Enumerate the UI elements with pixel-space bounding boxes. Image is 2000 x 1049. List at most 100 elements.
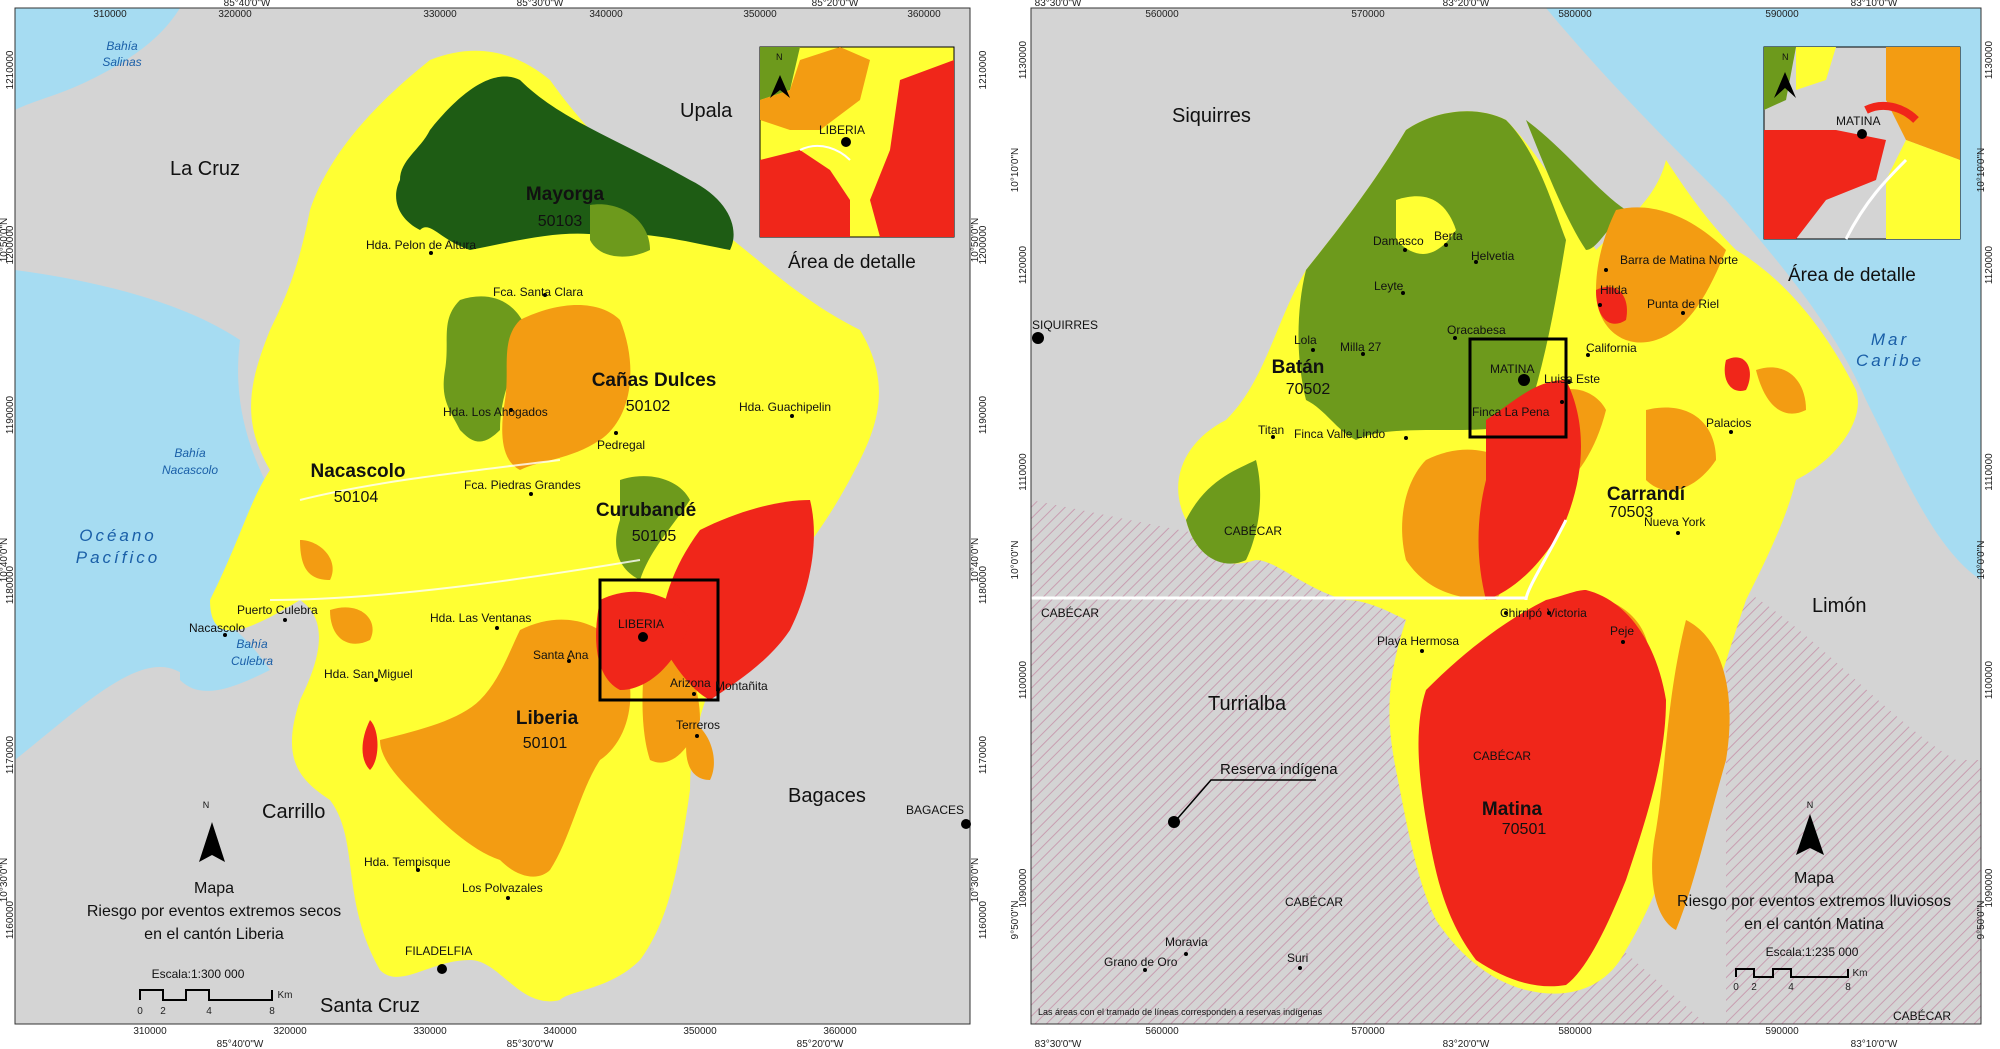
svg-text:1130000: 1130000 bbox=[1984, 40, 1995, 79]
bottom-meter-ticks: 310000 320000 330000 340000 350000 36000… bbox=[133, 1026, 857, 1037]
svg-text:Hda. Los Ahogados: Hda. Los Ahogados bbox=[443, 405, 548, 419]
svg-text:85°30'0"W: 85°30'0"W bbox=[517, 0, 564, 9]
north-arrow-icon: N bbox=[1796, 800, 1824, 855]
right-degree-ticks: 10°10'0"N 10°0'0"N 9°50'0"N bbox=[1976, 148, 1987, 940]
district-carrandi-name: Carrandí bbox=[1607, 484, 1686, 505]
svg-text:10°40'0"N: 10°40'0"N bbox=[970, 538, 981, 583]
svg-text:SIQUIRRES: SIQUIRRES bbox=[1032, 318, 1098, 332]
svg-text:590000: 590000 bbox=[1765, 1026, 1799, 1037]
svg-text:570000: 570000 bbox=[1351, 1026, 1385, 1037]
detail-area-box bbox=[598, 578, 720, 702]
svg-text:Berta: Berta bbox=[1434, 229, 1463, 243]
svg-text:Terreros: Terreros bbox=[676, 718, 720, 732]
svg-text:Punta de Riel: Punta de Riel bbox=[1647, 297, 1719, 311]
svg-text:1210000: 1210000 bbox=[5, 50, 16, 89]
svg-text:1120000: 1120000 bbox=[1018, 245, 1029, 284]
right-degree-ticks: 10°50'0"N 10°40'0"N 10°30'0"N bbox=[970, 218, 981, 903]
map-title-line-2: Riesgo por eventos extremos lluviosos bbox=[1677, 893, 1951, 910]
svg-text:10°30'0"N: 10°30'0"N bbox=[0, 858, 10, 903]
svg-text:CABÉCAR: CABÉCAR bbox=[1473, 748, 1531, 763]
neighbor-limon: Limón bbox=[1812, 595, 1866, 617]
district-matina-code: 70501 bbox=[1502, 821, 1547, 838]
pacific-water bbox=[15, 270, 300, 760]
svg-text:Puerto Culebra: Puerto Culebra bbox=[237, 603, 318, 617]
liberia-map: 310000 320000 330000 340000 350000 36000… bbox=[0, 0, 994, 1049]
svg-text:10°40'0"N: 10°40'0"N bbox=[0, 538, 10, 583]
batan-low-risk bbox=[1298, 111, 1566, 441]
left-degree-ticks: 10°10'0"N 10°0'0"N 9°50'0"N bbox=[1010, 148, 1021, 940]
svg-text:Nacascolo: Nacascolo bbox=[189, 621, 245, 635]
svg-text:83°20'0"W: 83°20'0"W bbox=[1443, 0, 1490, 9]
svg-text:Palacios: Palacios bbox=[1706, 416, 1751, 430]
very-high-risk-zone bbox=[1478, 380, 1581, 600]
top-degree-ticks: 85°40'0"W 85°30'0"W 85°20'0"W bbox=[224, 0, 859, 9]
detail-inset: MATINA N bbox=[1763, 46, 1961, 240]
svg-text:1090000: 1090000 bbox=[1984, 868, 1995, 907]
svg-text:Fca. Piedras Grandes: Fca. Piedras Grandes bbox=[464, 478, 581, 492]
svg-text:Nueva York: Nueva York bbox=[1644, 515, 1706, 529]
liberia-map-panel: 310000 320000 330000 340000 350000 36000… bbox=[0, 0, 994, 1049]
left-degree-ticks: 10°50'0"N 10°40'0"N 10°30'0"N bbox=[0, 218, 10, 903]
bottom-degree-ticks: 83°30'0"W 83°20'0"W 83°10'0"W bbox=[1035, 1039, 1898, 1049]
svg-text:1200000: 1200000 bbox=[978, 225, 989, 264]
svg-text:1130000: 1130000 bbox=[1018, 40, 1029, 79]
svg-text:N: N bbox=[1782, 52, 1789, 62]
svg-text:1190000: 1190000 bbox=[5, 395, 16, 434]
svg-text:560000: 560000 bbox=[1145, 1026, 1179, 1037]
svg-text:1210000: 1210000 bbox=[978, 50, 989, 89]
svg-text:Luisa Este: Luisa Este bbox=[1544, 372, 1600, 386]
svg-text:83°30'0"W: 83°30'0"W bbox=[1035, 0, 1082, 9]
svg-text:Suri: Suri bbox=[1287, 951, 1308, 965]
high-risk-zone bbox=[1596, 207, 1726, 343]
svg-text:1180000: 1180000 bbox=[5, 565, 16, 604]
neighbor-turrialba: Turrialba bbox=[1208, 693, 1287, 715]
svg-text:Titan: Titan bbox=[1258, 423, 1284, 437]
low-risk-zone bbox=[443, 296, 530, 442]
scale-bar: Escala:1:300 000 0 2 4 8 Km bbox=[137, 967, 292, 1017]
svg-text:Santa Ana: Santa Ana bbox=[533, 648, 589, 662]
svg-text:570000: 570000 bbox=[1351, 9, 1385, 20]
svg-text:Escala:1:235 000: Escala:1:235 000 bbox=[1766, 945, 1859, 959]
svg-text:Km: Km bbox=[278, 990, 293, 1001]
svg-text:Salinas: Salinas bbox=[102, 55, 141, 69]
svg-text:Hda. Guachipelin: Hda. Guachipelin bbox=[739, 400, 831, 414]
svg-text:Bahía: Bahía bbox=[236, 637, 268, 651]
svg-text:Escala:1:300 000: Escala:1:300 000 bbox=[152, 967, 245, 981]
svg-text:FILADELFIA: FILADELFIA bbox=[405, 944, 472, 958]
svg-text:N: N bbox=[203, 800, 210, 810]
svg-text:85°30'0"W: 85°30'0"W bbox=[507, 1039, 554, 1049]
svg-text:Caribe: Caribe bbox=[1856, 351, 1924, 370]
svg-text:BAGACES: BAGACES bbox=[906, 803, 964, 817]
top-meter-ticks: 560000 570000 580000 590000 bbox=[1145, 9, 1799, 20]
svg-text:10°0'0"N: 10°0'0"N bbox=[1010, 541, 1021, 580]
svg-text:CABÉCAR: CABÉCAR bbox=[1893, 1008, 1951, 1023]
north-arrow-icon: N bbox=[199, 800, 225, 862]
svg-text:310000: 310000 bbox=[133, 1026, 167, 1037]
scale-bar: Escala:1:235 000 0 2 4 8 Km bbox=[1733, 945, 1867, 993]
district-canas-dulces-name: Cañas Dulces bbox=[592, 370, 717, 391]
bahia-salinas-water bbox=[15, 8, 180, 110]
district-mayorga-name: Mayorga bbox=[526, 184, 605, 205]
svg-text:Bahía: Bahía bbox=[174, 446, 206, 460]
svg-text:1110000: 1110000 bbox=[1984, 453, 1995, 491]
svg-text:10°50'0"N: 10°50'0"N bbox=[0, 218, 10, 263]
district-nacascolo-name: Nacascolo bbox=[310, 461, 405, 482]
matina-map-panel: 560000 570000 580000 590000 83°30'0"W 83… bbox=[1006, 0, 2000, 1049]
svg-text:Hda. Tempisque: Hda. Tempisque bbox=[364, 855, 451, 869]
svg-text:320000: 320000 bbox=[273, 1026, 307, 1037]
svg-text:83°10'0"W: 83°10'0"W bbox=[1851, 1039, 1898, 1049]
svg-text:Fca. Santa Clara: Fca. Santa Clara bbox=[493, 285, 583, 299]
matina-map: 560000 570000 580000 590000 83°30'0"W 83… bbox=[1006, 0, 2000, 1049]
detail-inset: LIBERIA N bbox=[759, 46, 955, 238]
svg-text:Finca La Pena: Finca La Pena bbox=[1472, 405, 1550, 419]
svg-text:330000: 330000 bbox=[413, 1026, 447, 1037]
svg-text:Moravia: Moravia bbox=[1165, 935, 1208, 949]
svg-text:350000: 350000 bbox=[683, 1026, 717, 1037]
svg-text:Chirripó: Chirripó bbox=[1500, 606, 1542, 620]
reserva-indigena-callout: Reserva indígena bbox=[1168, 761, 1338, 828]
svg-text:Pedregal: Pedregal bbox=[597, 438, 645, 452]
district-curubande-name: Curubandé bbox=[596, 500, 696, 521]
svg-text:83°30'0"W: 83°30'0"W bbox=[1035, 1039, 1082, 1049]
svg-text:Finca Valle Lindo: Finca Valle Lindo bbox=[1294, 427, 1385, 441]
detail-area-label: Área de detalle bbox=[788, 252, 916, 273]
